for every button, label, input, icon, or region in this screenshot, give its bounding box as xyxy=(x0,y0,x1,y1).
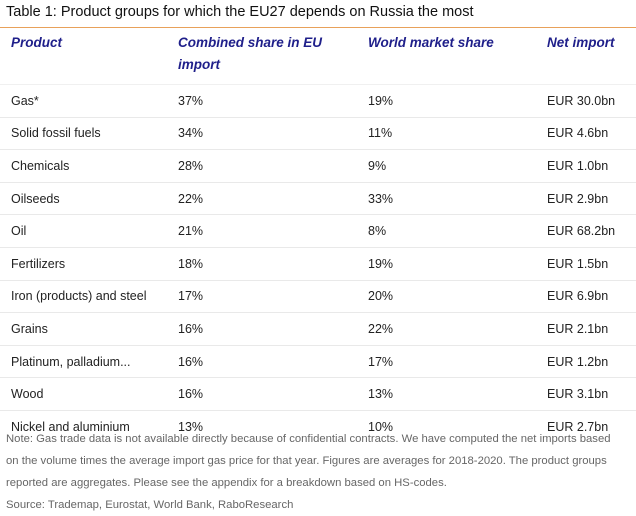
cell-combined-share: 22% xyxy=(178,181,368,215)
table-row: Oil 21% 8% EUR 68.2bn xyxy=(0,214,636,248)
cell-world-share: 33% xyxy=(368,181,547,215)
table-row: Nickel and aluminium 13% 10% EUR 2.7bn xyxy=(0,409,636,443)
cell-combined-share: 16% xyxy=(178,344,368,378)
header-combined-share-line2: import xyxy=(178,57,220,72)
cell-net-import: EUR 1.2bn xyxy=(547,344,636,378)
table-header-row: Product Combined share in EU import Worl… xyxy=(0,28,636,85)
header-product: Product xyxy=(11,35,63,50)
cell-product: Oilseeds xyxy=(0,181,178,215)
title-divider xyxy=(0,27,636,28)
cell-net-import: EUR 2.1bn xyxy=(547,312,636,346)
cell-world-share: 8% xyxy=(368,214,547,248)
cell-combined-share: 21% xyxy=(178,214,368,248)
cell-combined-share: 16% xyxy=(178,377,368,411)
header-world-share: World market share xyxy=(368,35,494,50)
table-title: Table 1: Product groups for which the EU… xyxy=(6,4,474,20)
cell-net-import: EUR 3.1bn xyxy=(547,377,636,411)
table-notes: Note: Gas trade data is not available di… xyxy=(6,428,634,516)
cell-world-share: 13% xyxy=(368,377,547,411)
cell-world-share: 22% xyxy=(368,312,547,346)
cell-product: Wood xyxy=(0,377,178,411)
cell-product: Gas* xyxy=(0,84,178,118)
table-row: Oilseeds 22% 33% EUR 2.9bn xyxy=(0,181,636,215)
cell-combined-share: 16% xyxy=(178,312,368,346)
cell-net-import: EUR 30.0bn xyxy=(547,84,636,118)
cell-net-import: EUR 6.9bn xyxy=(547,279,636,313)
cell-world-share: 10% xyxy=(368,409,547,443)
cell-combined-share: 34% xyxy=(178,116,368,150)
cell-world-share: 19% xyxy=(368,84,547,118)
cell-net-import: EUR 68.2bn xyxy=(547,214,636,248)
table-row: Grains 16% 22% EUR 2.1bn xyxy=(0,312,636,346)
note-line: reported are aggregates. Please see the … xyxy=(6,477,447,489)
header-net-import: Net import xyxy=(547,35,615,50)
cell-net-import: EUR 1.0bn xyxy=(547,149,636,183)
cell-world-share: 20% xyxy=(368,279,547,313)
note-line: Note: Gas trade data is not available di… xyxy=(6,433,611,445)
cell-net-import: EUR 4.6bn xyxy=(547,116,636,150)
cell-combined-share: 37% xyxy=(178,84,368,118)
cell-product: Platinum, palladium... xyxy=(0,344,178,378)
cell-combined-share: 28% xyxy=(178,149,368,183)
cell-product: Grains xyxy=(0,312,178,346)
product-table: Product Combined share in EU import Worl… xyxy=(0,28,636,443)
table-row: Fertilizers 18% 19% EUR 1.5bn xyxy=(0,246,636,281)
cell-product: Iron (products) and steel xyxy=(0,279,178,313)
cell-product: Nickel and aluminium xyxy=(0,409,178,443)
table-row: Solid fossil fuels 34% 11% EUR 4.6bn xyxy=(0,116,636,150)
table-row: Chemicals 28% 9% EUR 1.0bn xyxy=(0,149,636,183)
table-row: Iron (products) and steel 17% 20% EUR 6.… xyxy=(0,279,636,313)
cell-world-share: 17% xyxy=(368,344,547,378)
cell-net-import: EUR 1.5bn xyxy=(547,246,636,281)
table-row: Gas* 37% 19% EUR 30.0bn xyxy=(0,84,636,118)
cell-world-share: 9% xyxy=(368,149,547,183)
cell-combined-share: 13% xyxy=(178,409,368,443)
cell-world-share: 11% xyxy=(368,116,547,150)
cell-product: Chemicals xyxy=(0,149,178,183)
cell-net-import: EUR 2.9bn xyxy=(547,181,636,215)
cell-net-import: EUR 2.7bn xyxy=(547,409,636,443)
cell-product: Solid fossil fuels xyxy=(0,116,178,150)
cell-combined-share: 17% xyxy=(178,279,368,313)
table-row: Wood 16% 13% EUR 3.1bn xyxy=(0,377,636,411)
cell-combined-share: 18% xyxy=(178,246,368,281)
table-row: Platinum, palladium... 16% 17% EUR 1.2bn xyxy=(0,344,636,378)
header-combined-share-line1: Combined share in EU xyxy=(178,35,323,50)
note-line: on the volume times the average import g… xyxy=(6,455,607,467)
cell-world-share: 19% xyxy=(368,246,547,281)
header-combined-share: Combined share in EU import xyxy=(178,28,368,85)
cell-product: Oil xyxy=(0,214,178,248)
cell-product: Fertilizers xyxy=(0,246,178,281)
source-line: Source: Trademap, Eurostat, World Bank, … xyxy=(6,499,294,511)
